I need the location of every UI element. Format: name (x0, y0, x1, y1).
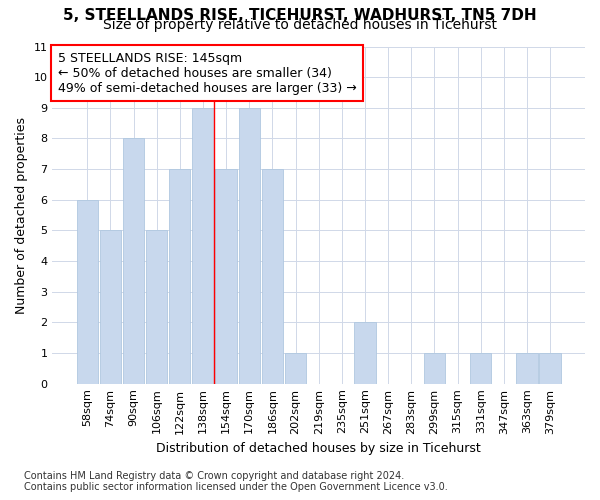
Text: 5 STEELLANDS RISE: 145sqm
← 50% of detached houses are smaller (34)
49% of semi-: 5 STEELLANDS RISE: 145sqm ← 50% of detac… (58, 52, 356, 94)
Bar (285, 353, 306, 384)
Bar (539, 353, 561, 384)
Y-axis label: Number of detached properties: Number of detached properties (15, 116, 28, 314)
Text: 5, STEELLANDS RISE, TICEHURST, WADHURST, TN5 7DH: 5, STEELLANDS RISE, TICEHURST, WADHURST,… (63, 8, 537, 22)
Bar (146, 230, 167, 384)
Bar (262, 169, 283, 384)
Bar (517, 353, 538, 384)
Bar (123, 138, 144, 384)
Bar (355, 322, 376, 384)
Text: Contains HM Land Registry data © Crown copyright and database right 2024.
Contai: Contains HM Land Registry data © Crown c… (24, 471, 448, 492)
Bar (470, 353, 491, 384)
Bar (169, 169, 190, 384)
Bar (239, 108, 260, 384)
Bar (100, 230, 121, 384)
Bar (193, 108, 214, 384)
Text: Size of property relative to detached houses in Ticehurst: Size of property relative to detached ho… (103, 18, 497, 32)
Bar (77, 200, 98, 384)
X-axis label: Distribution of detached houses by size in Ticehurst: Distribution of detached houses by size … (157, 442, 481, 455)
Bar (424, 353, 445, 384)
Bar (215, 169, 237, 384)
